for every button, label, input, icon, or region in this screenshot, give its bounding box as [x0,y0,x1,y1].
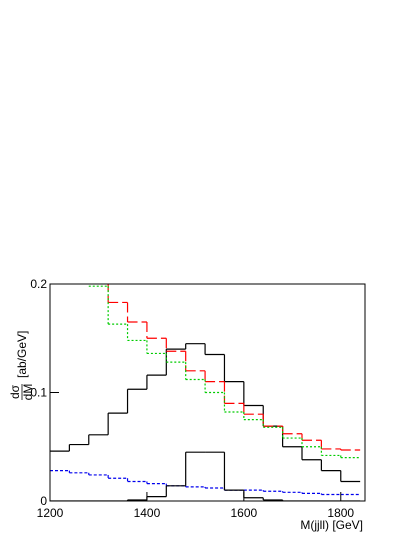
x-tick-label: 1200 [37,506,64,520]
x-tick-label: 1800 [327,506,354,520]
y-label-unit: [ab/GeV] [15,331,29,378]
y-label-numerator: dσ [8,384,22,399]
x-tick-label: 1400 [134,506,161,520]
x-tick-label: 1600 [230,506,257,520]
y-tick-label: 0.1 [30,386,47,400]
plot-area [50,284,361,501]
y-tick-label: 0 [40,494,47,508]
frame [49,283,366,502]
y-tick-label: 0.2 [30,277,47,291]
y-axis-label: dσ dM [ab/GeV] [8,331,35,401]
x-axis-label: M(jjll) [GeV] [300,518,363,532]
y-label-denominator: dM [21,384,35,401]
